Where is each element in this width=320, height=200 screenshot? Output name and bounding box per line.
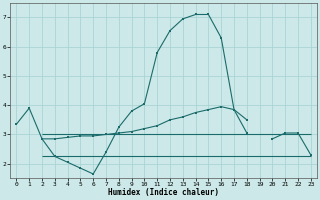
X-axis label: Humidex (Indice chaleur): Humidex (Indice chaleur) bbox=[108, 188, 219, 197]
